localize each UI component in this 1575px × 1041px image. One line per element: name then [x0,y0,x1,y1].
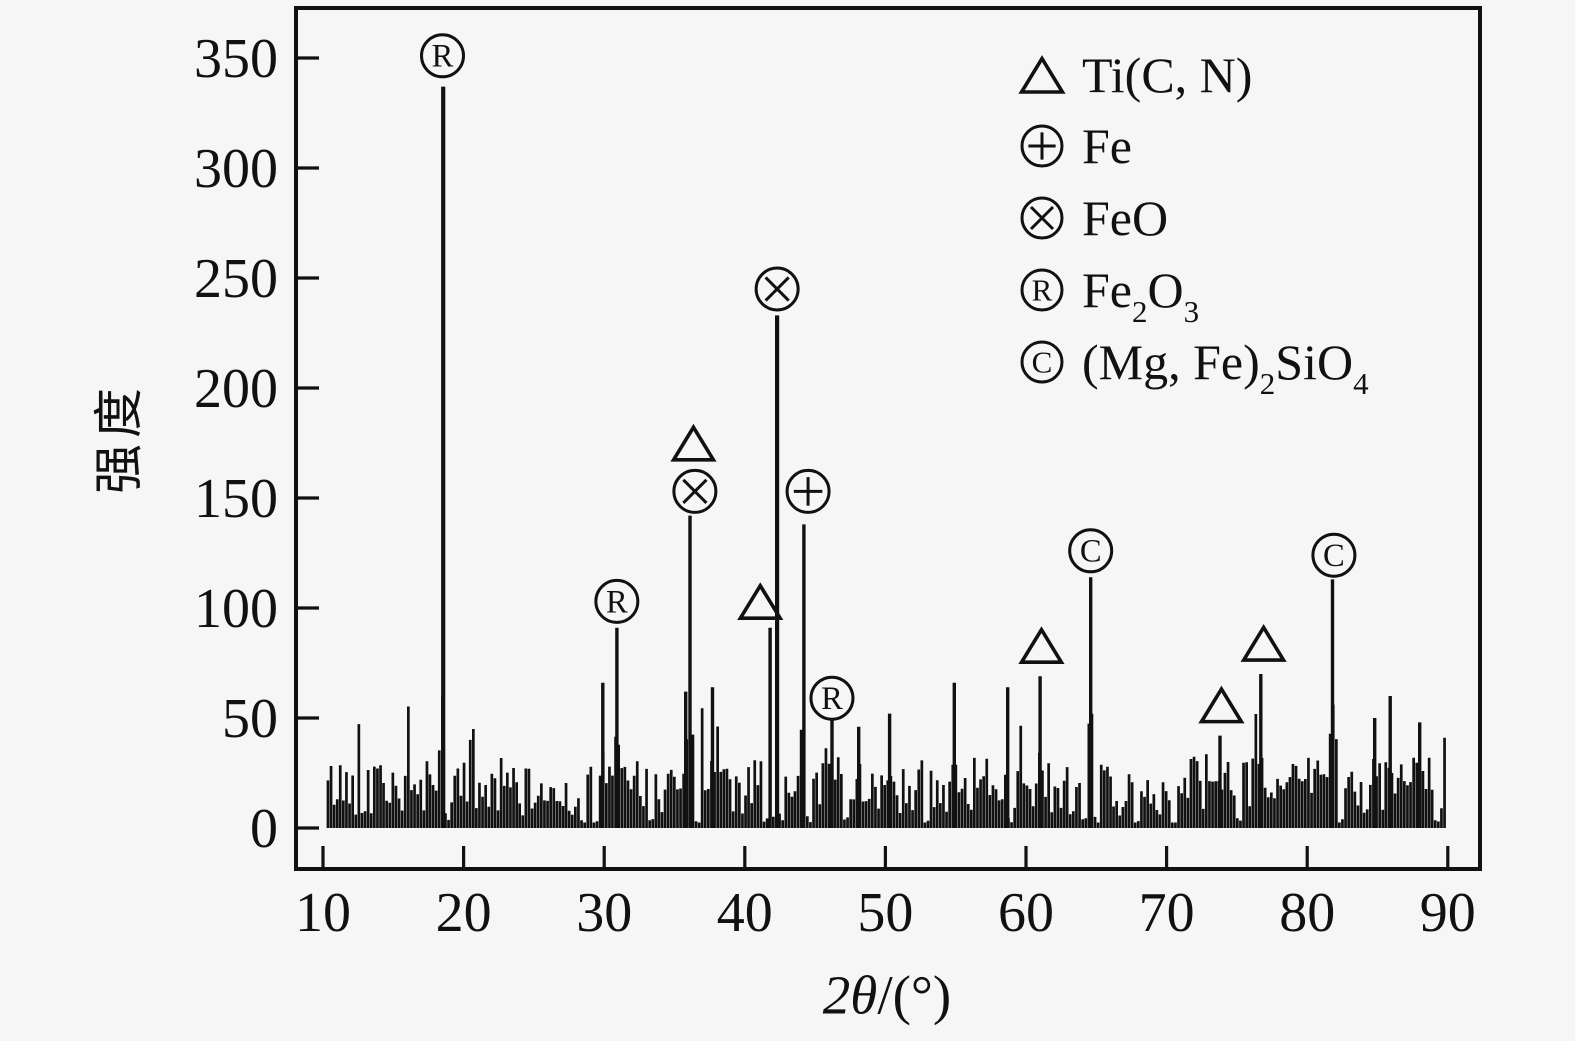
svg-text:C: C [1080,534,1102,570]
x-tick-label-90: 90 [1420,882,1476,944]
svg-text:R: R [432,39,454,75]
x-tick-label-60: 60 [998,882,1054,944]
y-tick-label-250: 250 [194,248,278,310]
y-tick-label-200: 200 [194,358,278,420]
circle-R-icon: R [1018,266,1066,314]
y-axis-title-text: 强度 [91,382,147,494]
y-tick-label-0: 0 [250,798,278,860]
legend-label-text: O [1147,262,1184,318]
legend-label-text: SiO [1275,334,1354,390]
svg-text:C: C [1032,344,1053,379]
peak-marker-ticn-11 [1240,624,1287,662]
legend-label-text: Fe [1082,262,1132,318]
peak-marker-fe2o3-1: R [594,578,640,624]
x-axis-title-part: /(°) [877,964,952,1026]
peak-marker-ticn-10 [1198,685,1245,724]
legend-label-subscript: 2 [1132,293,1148,329]
x-tick-label-80: 80 [1279,882,1335,944]
legend-label: Fe2O3 [1082,262,1199,327]
x-axis-title: 2θ/(°) [823,964,951,1027]
legend-item-fe: Fe [1018,121,1132,171]
legend-label: (Mg, Fe)2SiO4 [1082,334,1369,399]
legend-item-mgfe2sio4: C (Mg, Fe)2SiO4 [1018,334,1369,399]
svg-text:R: R [1032,272,1053,307]
legend-item-ticn: Ti(C, N) [1018,50,1252,100]
peak-marker-mgfe2sio4-12: C [1311,532,1357,578]
legend-label-text: FeO [1082,190,1169,246]
legend-label-subscript: 2 [1259,365,1276,401]
peak-marker-mgfe2sio4-9: C [1068,528,1114,574]
x-axis-title-part: 2θ [822,964,878,1026]
y-tick-label-300: 300 [194,138,278,200]
legend-label: Ti(C, N) [1082,50,1252,100]
y-tick-label-100: 100 [194,578,278,640]
circle-plus-glyph [1020,124,1064,168]
legend-label-subscript: 3 [1183,293,1200,329]
legend-label-subscript: 4 [1353,365,1369,401]
peak-marker-feo-5 [754,266,800,312]
x-tick-label-10: 10 [295,882,351,944]
peak-marker-ticn-8 [1018,626,1065,665]
svg-text:R: R [606,584,628,620]
y-tick-label-150: 150 [194,468,278,530]
x-tick-label-40: 40 [717,882,773,944]
circle-C-icon: C [1018,338,1066,386]
x-tick-label-50: 50 [857,882,913,944]
circle-C-glyph: C [1020,340,1064,384]
peak-marker-fe2o3-0: R [420,33,466,79]
circle-plus-icon [1018,122,1066,170]
y-tick-label-350: 350 [194,28,278,90]
svg-text:R: R [821,681,843,717]
peak-marker-ticn-2 [670,423,717,462]
y-tick-label-50: 50 [222,688,278,750]
peak-marker-feo-3 [672,468,718,514]
triangle-icon [1018,51,1066,99]
circle-X-glyph [1020,196,1064,240]
legend-label: Fe [1082,121,1132,171]
legend-label: FeO [1082,193,1168,243]
x-tick-label-20: 20 [436,882,492,944]
svg-text:C: C [1323,538,1345,574]
diffraction-trace [326,86,1446,829]
legend-label-text: Ti(C, N) [1082,47,1253,103]
legend-item-fe2o3: R Fe2O3 [1018,262,1199,327]
triangle-glyph [1018,55,1066,94]
x-tick-label-70: 70 [1139,882,1195,944]
legend-label-text: (Mg, Fe) [1082,334,1260,390]
peak-marker-fe2o3-7: R [809,675,855,721]
circle-R-glyph: R [1020,268,1064,312]
x-tick-label-30: 30 [576,882,632,944]
peak-marker-ticn-4 [737,582,784,621]
legend-item-feo: FeO [1018,193,1168,243]
legend-label-text: Fe [1082,118,1132,174]
circle-X-icon [1018,194,1066,242]
peak-marker-fe-6 [785,468,831,514]
plot-border [294,6,1482,871]
y-axis-title: 强度 [79,382,151,494]
